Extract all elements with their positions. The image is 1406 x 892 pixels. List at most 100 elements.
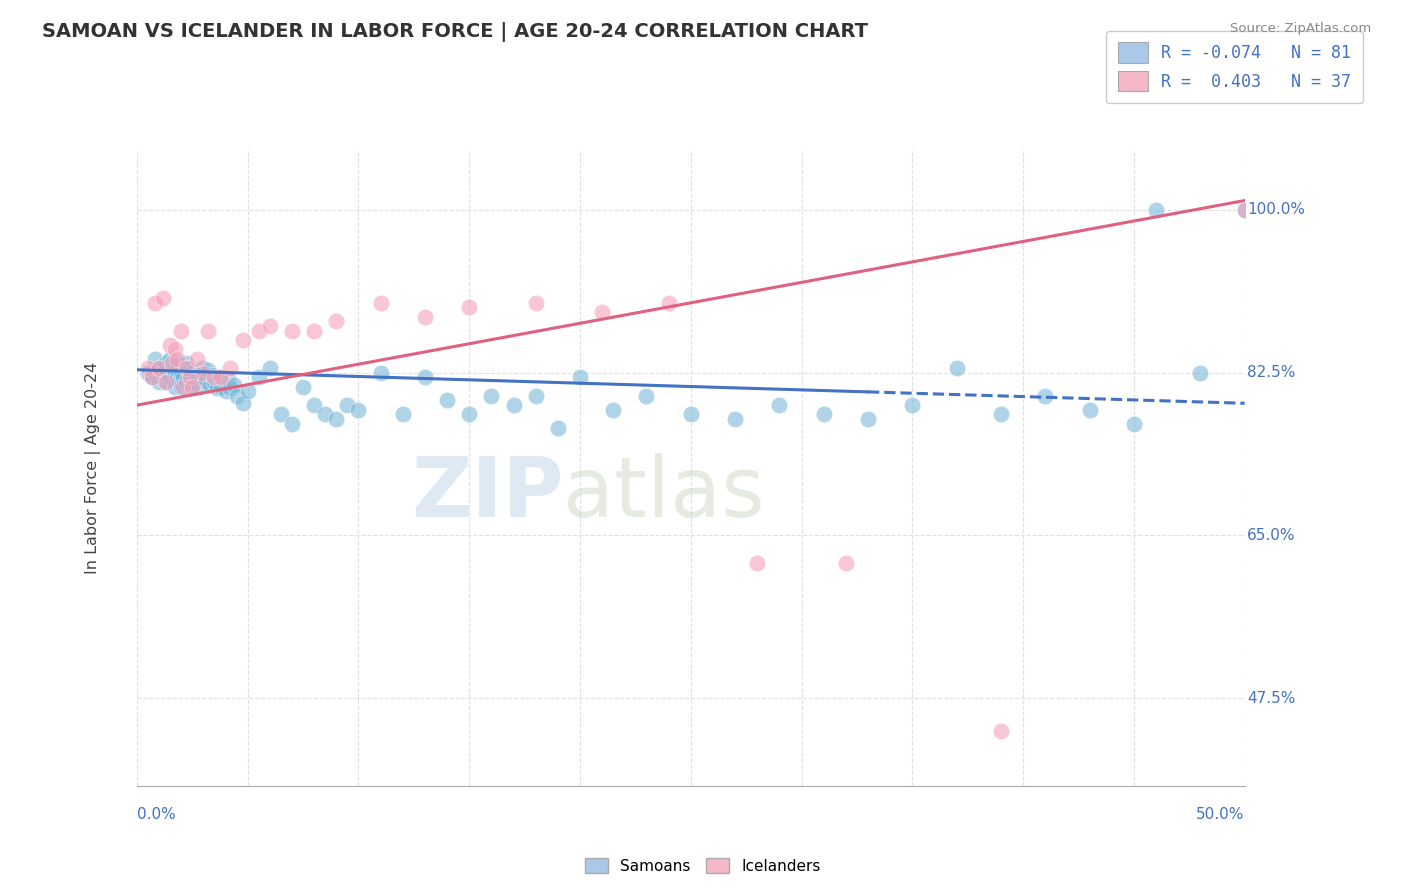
Point — [163, 343, 186, 357]
Point — [162, 360, 184, 375]
Point — [479, 389, 502, 403]
Point — [370, 295, 392, 310]
Point — [198, 377, 221, 392]
Point — [247, 370, 270, 384]
Point — [166, 370, 188, 384]
Point — [768, 398, 790, 412]
Point — [152, 291, 174, 305]
Point — [172, 379, 194, 393]
Point — [370, 366, 392, 380]
Point — [204, 370, 226, 384]
Point — [591, 305, 613, 319]
Text: 50.0%: 50.0% — [1197, 807, 1244, 822]
Point — [193, 360, 215, 375]
Point — [170, 379, 193, 393]
Point — [1189, 366, 1212, 380]
Point — [170, 366, 193, 380]
Point — [413, 370, 436, 384]
Point — [141, 370, 163, 384]
Point — [167, 375, 190, 389]
Point — [166, 351, 188, 366]
Point — [232, 333, 254, 347]
Point — [136, 360, 159, 375]
Point — [236, 384, 259, 399]
Point — [163, 366, 186, 380]
Text: SAMOAN VS ICELANDER IN LABOR FORCE | AGE 20-24 CORRELATION CHART: SAMOAN VS ICELANDER IN LABOR FORCE | AGE… — [42, 22, 868, 42]
Point — [159, 337, 181, 351]
Point — [155, 375, 177, 389]
Point — [194, 374, 217, 388]
Point — [197, 324, 219, 338]
Point — [148, 375, 170, 389]
Point — [193, 366, 215, 380]
Point — [155, 356, 177, 370]
Point — [143, 295, 166, 310]
Point — [336, 398, 359, 412]
Point — [259, 319, 281, 334]
Point — [163, 379, 186, 393]
Point — [281, 417, 304, 431]
Point — [436, 393, 458, 408]
Point — [183, 375, 205, 389]
Point — [636, 389, 658, 403]
Point — [162, 356, 184, 370]
Point — [179, 370, 201, 384]
Point — [136, 366, 159, 380]
Text: 82.5%: 82.5% — [1247, 365, 1295, 380]
Point — [524, 389, 547, 403]
Point — [219, 360, 242, 375]
Text: 47.5%: 47.5% — [1247, 690, 1295, 706]
Point — [325, 412, 347, 426]
Point — [602, 402, 624, 417]
Point — [413, 310, 436, 324]
Point — [724, 412, 747, 426]
Legend: Samoans, Icelanders: Samoans, Icelanders — [579, 852, 827, 880]
Point — [302, 324, 325, 338]
Point — [281, 324, 304, 338]
Point — [1233, 202, 1256, 217]
Text: Source: ZipAtlas.com: Source: ZipAtlas.com — [1230, 22, 1371, 36]
Point — [186, 368, 208, 383]
Point — [856, 412, 879, 426]
Point — [1033, 389, 1056, 403]
Point — [143, 351, 166, 366]
Point — [502, 398, 524, 412]
Point — [225, 389, 247, 403]
Point — [177, 360, 200, 375]
Point — [990, 723, 1012, 738]
Legend: R = -0.074   N = 81, R =  0.403   N = 37: R = -0.074 N = 81, R = 0.403 N = 37 — [1107, 30, 1362, 103]
Point — [181, 379, 204, 393]
Point — [219, 381, 242, 395]
Point — [205, 381, 228, 395]
Point — [155, 375, 177, 389]
Point — [172, 370, 194, 384]
Point — [835, 556, 858, 570]
Point — [186, 351, 208, 366]
Point — [292, 379, 315, 393]
Point — [141, 370, 163, 384]
Point — [270, 408, 292, 422]
Point — [391, 408, 413, 422]
Point — [209, 370, 232, 384]
Point — [174, 360, 197, 375]
Point — [209, 379, 232, 393]
Point — [247, 324, 270, 338]
Point — [217, 372, 239, 386]
Text: 0.0%: 0.0% — [136, 807, 176, 822]
Point — [208, 370, 231, 384]
Point — [679, 408, 702, 422]
Point — [201, 368, 224, 383]
Point — [990, 408, 1012, 422]
Point — [314, 408, 336, 422]
Point — [224, 377, 246, 392]
Point — [159, 351, 181, 366]
Point — [187, 379, 209, 393]
Point — [347, 402, 370, 417]
Point — [179, 370, 201, 384]
Point — [174, 356, 197, 370]
Point — [232, 396, 254, 410]
Text: 100.0%: 100.0% — [1247, 202, 1305, 218]
Point — [166, 356, 188, 370]
Point — [204, 375, 226, 389]
Point — [747, 556, 769, 570]
